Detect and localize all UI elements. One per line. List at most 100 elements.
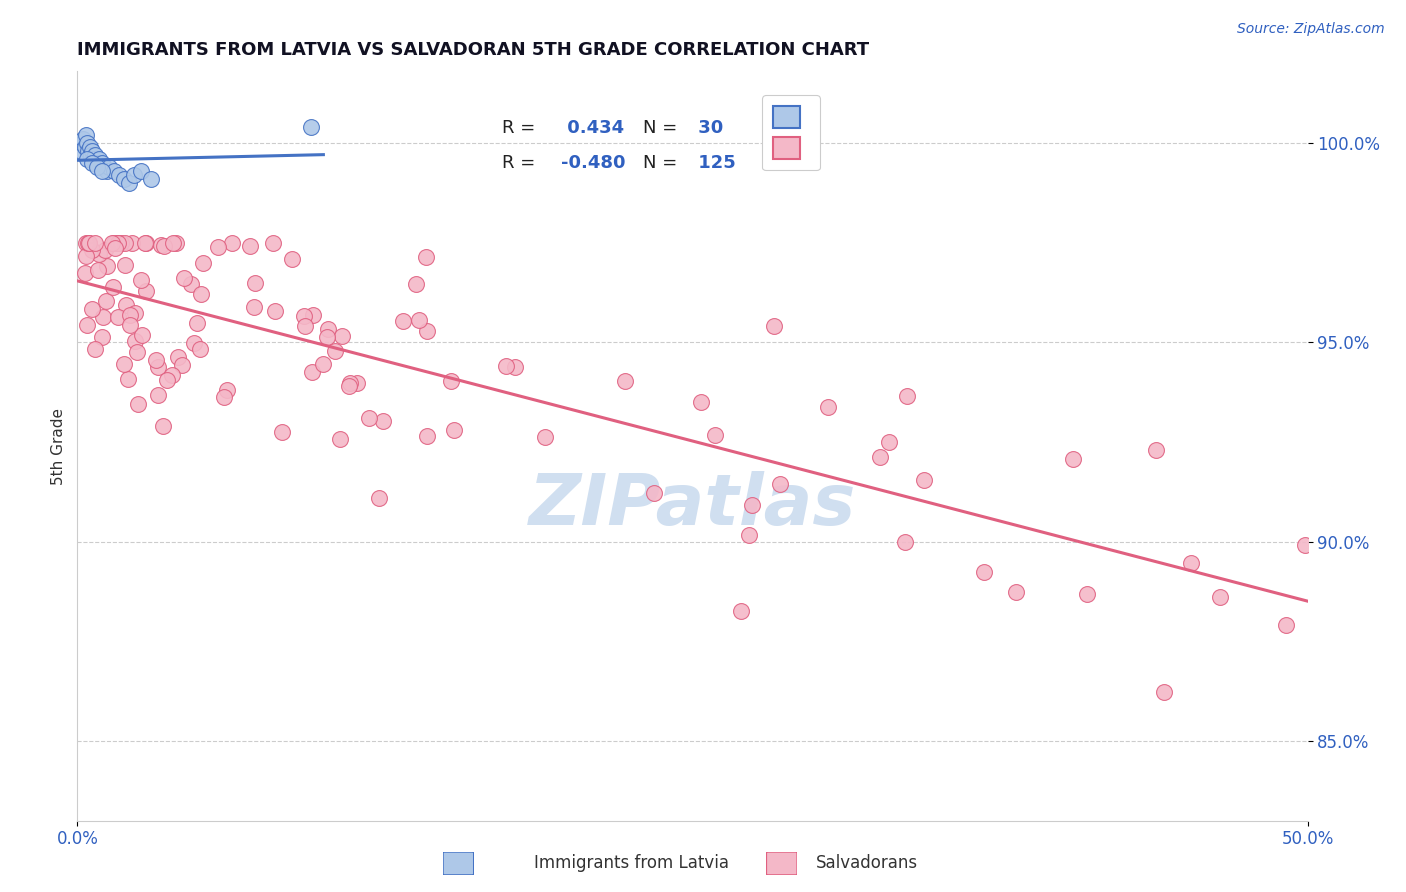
- Point: [337, 378, 360, 392]
- Text: Source: ZipAtlas.com: Source: ZipAtlas.com: [1237, 22, 1385, 37]
- Point: [75, 266, 97, 280]
- Point: [80, 148, 103, 162]
- Point: [103, 280, 125, 294]
- Point: [118, 176, 141, 190]
- Point: [186, 316, 208, 330]
- Point: [121, 235, 143, 250]
- Text: R =: R =: [502, 120, 541, 137]
- Point: [145, 353, 167, 368]
- Point: [262, 235, 284, 250]
- Point: [292, 309, 315, 323]
- Point: [152, 418, 174, 433]
- Point: [440, 374, 463, 388]
- Point: [741, 498, 763, 512]
- Point: [107, 235, 129, 250]
- Point: [329, 432, 352, 446]
- Point: [730, 604, 752, 618]
- Point: [183, 335, 205, 350]
- Point: [869, 450, 891, 464]
- Point: [127, 345, 149, 359]
- Point: [87, 263, 110, 277]
- Point: [80, 243, 103, 257]
- Point: [180, 277, 202, 292]
- Point: [76, 235, 98, 250]
- Point: [302, 309, 325, 323]
- Text: Salvadorans: Salvadorans: [815, 855, 918, 872]
- Point: [339, 376, 361, 391]
- Point: [83, 148, 105, 162]
- Point: [415, 250, 437, 264]
- Point: [107, 310, 129, 324]
- Point: [86, 156, 108, 170]
- Point: [690, 394, 713, 409]
- Point: [763, 318, 786, 333]
- Point: [108, 168, 131, 182]
- Point: [912, 473, 935, 487]
- Point: [94, 293, 117, 308]
- Point: [165, 235, 187, 250]
- Point: [77, 235, 100, 250]
- Point: [405, 277, 427, 292]
- Point: [75, 249, 97, 263]
- Point: [443, 423, 465, 437]
- Point: [118, 308, 141, 322]
- Point: [156, 373, 179, 387]
- Point: [72, 132, 94, 146]
- Point: [1144, 442, 1167, 457]
- Point: [160, 368, 183, 383]
- Point: [84, 342, 107, 356]
- Text: N =: N =: [644, 120, 683, 137]
- Point: [173, 271, 195, 285]
- Point: [110, 235, 132, 250]
- Point: [100, 235, 122, 250]
- Point: [896, 389, 918, 403]
- Text: 0.434: 0.434: [561, 120, 624, 137]
- Point: [70, 136, 93, 150]
- Point: [93, 310, 115, 324]
- Point: [77, 144, 100, 158]
- Point: [294, 318, 316, 333]
- Point: [73, 140, 96, 154]
- Point: [408, 313, 430, 327]
- Point: [162, 235, 184, 250]
- Point: [91, 330, 114, 344]
- Point: [221, 235, 243, 250]
- Point: [1005, 585, 1028, 599]
- Point: [93, 160, 115, 174]
- Point: [84, 235, 107, 250]
- Text: 125: 125: [693, 153, 737, 172]
- Point: [738, 528, 761, 542]
- Point: [330, 328, 353, 343]
- Point: [70, 144, 93, 158]
- Point: [817, 401, 839, 415]
- Point: [166, 350, 188, 364]
- Text: ZIPatlas: ZIPatlas: [529, 472, 856, 541]
- Point: [153, 238, 176, 252]
- Point: [243, 276, 266, 290]
- Point: [134, 235, 156, 250]
- Point: [1076, 586, 1098, 600]
- Point: [107, 235, 129, 250]
- Point: [207, 240, 229, 254]
- Point: [90, 156, 114, 170]
- Point: [1153, 684, 1175, 698]
- Point: [77, 235, 100, 250]
- Point: [193, 256, 215, 270]
- Point: [96, 164, 118, 178]
- Point: [534, 430, 557, 444]
- Point: [117, 372, 139, 386]
- Point: [318, 322, 340, 336]
- Point: [270, 425, 292, 439]
- Point: [373, 414, 395, 428]
- Point: [1274, 618, 1296, 632]
- Point: [89, 152, 111, 166]
- Y-axis label: 5th Grade: 5th Grade: [51, 408, 66, 484]
- Point: [264, 304, 287, 318]
- Point: [172, 358, 194, 372]
- Point: [129, 164, 153, 178]
- Point: [323, 344, 346, 359]
- Point: [82, 144, 104, 158]
- Point: [82, 152, 104, 166]
- Point: [149, 237, 172, 252]
- Text: R =: R =: [502, 153, 541, 172]
